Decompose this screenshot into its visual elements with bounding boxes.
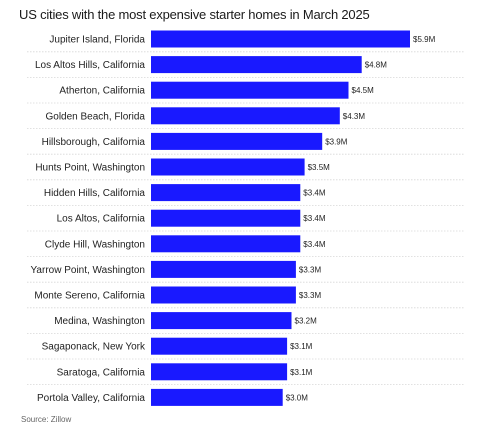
bar	[151, 107, 340, 125]
category-label: Monte Sereno, California	[34, 291, 145, 302]
value-labels: $5.9M $4.8M $4.5M $4.3M $3.9M $3.5M $3.4M $3.4M…	[286, 35, 436, 402]
category-label: Yarrow Point, Washington	[31, 265, 146, 276]
bar	[151, 337, 288, 355]
bars	[151, 30, 410, 406]
bar	[151, 30, 410, 48]
value-label: $3.9M	[325, 137, 348, 146]
category-label: Hunts Point, Washington	[35, 163, 145, 174]
value-label: $5.9M	[413, 35, 436, 44]
chart-title: US cities with the most expensive starte…	[19, 7, 370, 22]
bar	[151, 260, 296, 278]
bar	[151, 132, 323, 150]
value-label: $3.4M	[303, 189, 326, 198]
category-label: Los Altos Hills, California	[35, 60, 145, 71]
category-label: Saratoga, California	[57, 367, 146, 378]
category-label: Jupiter Island, Florida	[49, 35, 145, 46]
value-label: $4.8M	[365, 61, 388, 70]
bar	[151, 235, 301, 253]
value-label: $3.4M	[303, 240, 326, 249]
category-label: Medina, Washington	[54, 316, 145, 327]
bar	[151, 363, 288, 381]
category-label: Hidden Hills, California	[44, 188, 146, 199]
bar	[151, 286, 296, 304]
value-label: $3.3M	[299, 291, 322, 300]
value-label: $3.1M	[290, 368, 313, 377]
bar	[151, 158, 305, 176]
bar	[151, 388, 283, 406]
category-label: Portola Valley, California	[37, 393, 145, 404]
category-label: Clyde Hill, Washington	[45, 239, 145, 250]
bar	[151, 81, 349, 99]
value-label: $4.3M	[343, 112, 366, 121]
value-label: $3.5M	[308, 163, 331, 172]
value-label: $3.2M	[295, 317, 318, 326]
value-label: $3.3M	[299, 265, 322, 274]
category-label: Los Altos, California	[57, 214, 146, 225]
bar	[151, 184, 301, 202]
bar	[151, 209, 301, 227]
value-label: $3.0M	[286, 393, 309, 402]
row-separators	[27, 51, 465, 386]
category-label: Sagaponack, New York	[42, 342, 146, 353]
bar	[151, 312, 292, 330]
bar	[151, 56, 362, 74]
value-label: $3.1M	[290, 342, 313, 351]
category-label: Golden Beach, Florida	[45, 111, 145, 122]
source-note: Source: Zillow	[21, 415, 72, 424]
category-label: Hillsborough, California	[42, 137, 146, 148]
value-label: $4.5M	[352, 86, 375, 95]
category-labels: Jupiter Island, Florida Los Altos Hills, …	[31, 35, 146, 404]
category-label: Atherton, California	[59, 86, 145, 97]
value-label: $3.4M	[303, 214, 326, 223]
